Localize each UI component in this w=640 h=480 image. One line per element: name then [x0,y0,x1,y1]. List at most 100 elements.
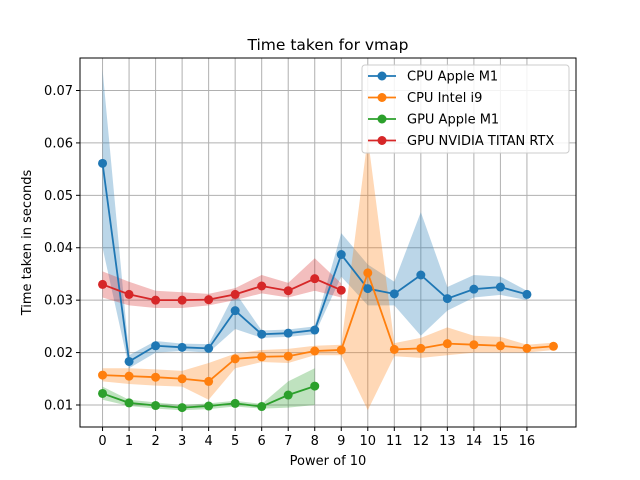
point-gpu-nvidia-titan-rtx [230,289,240,299]
chart-title: Time taken for vmap [247,36,409,54]
point-cpu-apple-m1 [283,328,293,338]
point-cpu-apple-m1 [522,289,532,299]
legend-box [361,64,570,154]
x-tick-label: 12 [413,434,430,449]
x-tick-label: 3 [178,434,186,449]
y-tick-label: 0.07 [44,84,73,99]
point-cpu-intel-i9 [522,343,532,353]
point-cpu-intel-i9 [177,374,187,384]
legend-label: CPU Intel i9 [407,91,482,106]
point-gpu-nvidia-titan-rtx [257,281,267,291]
point-gpu-apple-m1 [98,388,108,398]
x-tick-label: 15 [492,434,509,449]
legend-label: GPU NVIDIA TITAN RTX [407,134,554,149]
point-cpu-intel-i9 [98,370,108,380]
point-cpu-apple-m1 [495,282,505,292]
point-cpu-apple-m1 [442,294,452,304]
x-tick-label: 11 [386,434,403,449]
point-gpu-nvidia-titan-rtx [310,274,320,284]
y-tick-label: 0.02 [44,346,73,361]
confidence-bands [102,69,554,411]
point-cpu-apple-m1 [151,341,161,351]
y-tick-label: 0.03 [44,294,73,309]
y-tick-label: 0.05 [44,189,73,204]
x-tick-label: 8 [311,434,319,449]
point-gpu-apple-m1 [177,403,187,413]
point-cpu-apple-m1 [469,284,479,294]
x-tick-label: 1 [125,434,133,449]
series-points [98,158,558,413]
point-cpu-apple-m1 [336,250,346,260]
x-tick-label: 2 [151,434,159,449]
point-cpu-apple-m1 [257,329,267,339]
point-cpu-apple-m1 [204,343,214,353]
point-gpu-nvidia-titan-rtx [283,286,293,296]
point-cpu-intel-i9 [204,376,214,386]
plot-frame [79,57,577,428]
y-axis-ticks: 0.01 0.02 0.03 0.04 0.05 0.06 0.07 [44,84,80,413]
y-axis-label: Time taken in seconds [20,169,35,316]
x-tick-label: 0 [98,434,106,449]
point-gpu-nvidia-titan-rtx [336,285,346,295]
x-tick-label: 4 [205,434,213,449]
point-cpu-apple-m1 [416,270,426,280]
band-cpu-apple-m1 [102,69,527,369]
point-cpu-apple-m1 [177,342,187,352]
point-cpu-intel-i9 [230,354,240,364]
point-cpu-apple-m1 [230,306,240,316]
x-tick-label: 10 [360,434,377,449]
legend-marker [377,93,387,102]
x-axis-label: Power of 10 [290,454,367,469]
point-cpu-intel-i9 [310,346,320,356]
point-cpu-intel-i9 [416,343,426,353]
point-gpu-apple-m1 [204,401,214,411]
band-cpu-intel-i9 [102,137,554,411]
point-gpu-apple-m1 [283,390,293,400]
band-gpu-nvidia-titan-rtx [102,258,342,309]
y-tick-label: 0.06 [44,136,73,151]
x-axis-ticks: 0 1 2 3 4 5 6 7 8 9 10 11 12 13 14 15 16 [98,427,535,449]
legend-marker [377,114,387,124]
point-cpu-intel-i9 [548,341,558,351]
x-tick-label: 14 [466,434,483,449]
point-gpu-nvidia-titan-rtx [177,295,187,305]
point-cpu-intel-i9 [495,341,505,351]
point-cpu-apple-m1 [98,158,108,168]
x-tick-label: 16 [519,434,536,449]
point-gpu-nvidia-titan-rtx [98,279,108,289]
point-gpu-apple-m1 [310,381,320,391]
point-gpu-apple-m1 [151,401,161,411]
x-tick-label: 7 [284,434,292,449]
x-tick-label: 6 [258,434,266,449]
point-cpu-apple-m1 [363,284,373,294]
point-gpu-apple-m1 [124,398,134,408]
point-cpu-intel-i9 [257,352,267,362]
x-tick-label: 9 [337,434,345,449]
legend-label: GPU Apple M1 [407,113,499,128]
x-tick-label: 13 [439,434,456,449]
point-gpu-nvidia-titan-rtx [124,289,134,299]
point-gpu-apple-m1 [230,398,240,408]
legend-label: CPU Apple M1 [407,70,498,85]
point-cpu-apple-m1 [389,289,399,299]
y-tick-label: 0.04 [44,241,73,256]
legend-marker [377,71,387,81]
point-cpu-intel-i9 [124,371,134,381]
legend: CPU Apple M1 CPU Intel i9 GPU Apple M1 GPU … [361,64,570,154]
point-gpu-nvidia-titan-rtx [204,295,214,305]
x-tick-label: 5 [231,434,239,449]
point-cpu-intel-i9 [389,344,399,354]
point-gpu-apple-m1 [257,402,267,412]
y-tick-label: 0.01 [44,398,73,413]
legend-marker [377,136,387,145]
point-cpu-intel-i9 [336,345,346,355]
point-cpu-intel-i9 [469,340,479,350]
point-cpu-apple-m1 [310,325,320,335]
band-gpu-apple-m1 [102,368,315,411]
point-cpu-intel-i9 [363,268,373,278]
point-cpu-intel-i9 [283,351,293,361]
point-gpu-nvidia-titan-rtx [151,295,161,305]
point-cpu-intel-i9 [442,339,452,349]
line-gpu-nvidia-titan-rtx [102,277,342,302]
